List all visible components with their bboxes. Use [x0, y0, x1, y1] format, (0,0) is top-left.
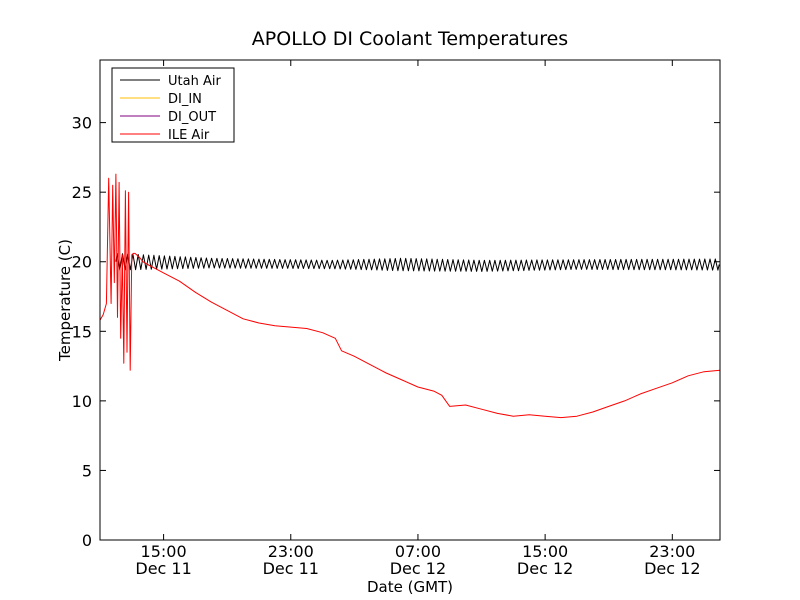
legend-label-utah-air: Utah Air: [168, 74, 221, 89]
x-axis-label: Date (GMT): [367, 578, 453, 596]
x-tick-label-date: Dec 12: [517, 559, 573, 578]
y-tick-label: 0: [82, 531, 92, 550]
series-line-utah-air: [115, 253, 720, 272]
y-tick-label: 10: [72, 392, 92, 411]
legend-label-di-in: DI_IN: [168, 92, 202, 107]
series-line-ile-air: [99, 173, 721, 419]
x-tick-label-time: 23:00: [268, 542, 314, 561]
x-tick-label-date: Dec 12: [390, 559, 446, 578]
x-tick-label-time: 15:00: [141, 542, 187, 561]
legend-label-ile-air: ILE Air: [168, 128, 210, 143]
chart-title: APOLLO DI Coolant Temperatures: [252, 28, 568, 50]
y-tick-label: 30: [72, 114, 92, 133]
x-tick-label-date: Dec 12: [644, 559, 700, 578]
y-tick-label: 25: [72, 183, 92, 202]
x-tick-label-date: Dec 11: [263, 559, 319, 578]
x-tick-label-time: 23:00: [649, 542, 695, 561]
x-tick-label-time: 15:00: [522, 542, 568, 561]
legend-label-di-out: DI_OUT: [168, 110, 216, 125]
y-tick-label: 15: [72, 322, 92, 341]
series-layer: [99, 173, 721, 419]
y-tick-label: 5: [82, 461, 92, 480]
y-axis-label: Temperature (C): [56, 239, 74, 362]
plot-frame: [99, 59, 721, 541]
y-tick-label: 20: [72, 253, 92, 272]
x-tick-label-date: Dec 11: [135, 559, 191, 578]
x-tick-label-time: 07:00: [395, 542, 441, 561]
legend: Utah Air DI_IN DI_OUT ILE Air: [111, 67, 235, 143]
